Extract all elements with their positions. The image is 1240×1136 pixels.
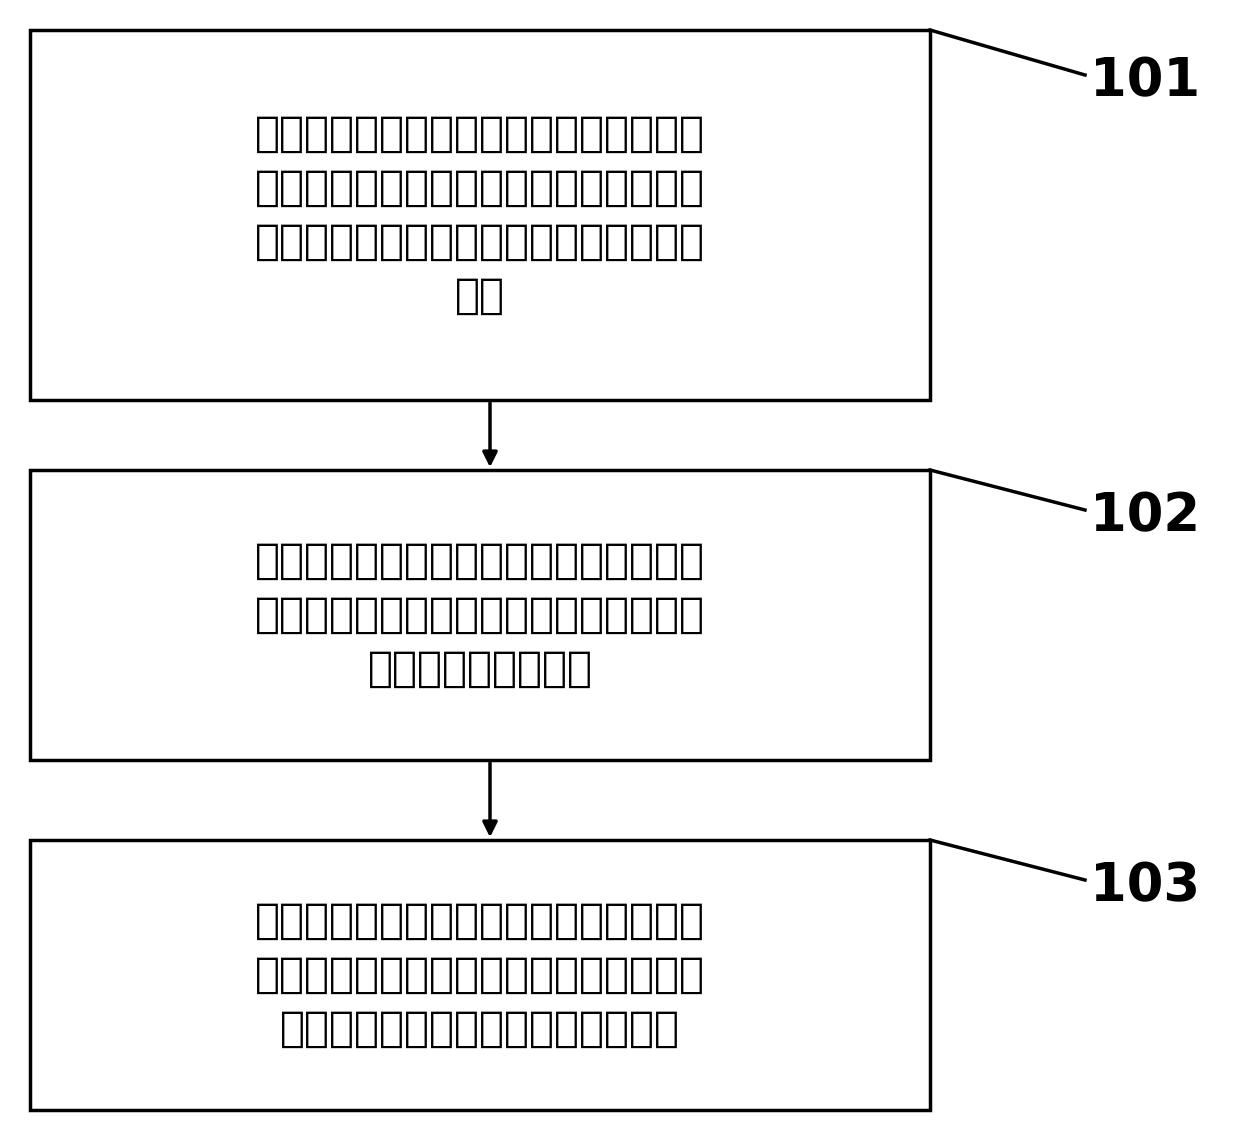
Text: 用雷达信号控制单位产生随机子带频谱的: 用雷达信号控制单位产生随机子带频谱的: [255, 167, 706, 209]
Text: 101: 101: [1090, 55, 1200, 107]
Bar: [30, 30, 930, 400]
Text: 扰基带信号落到低通滤波器的阻带中: 扰基带信号落到低通滤波器的阻带中: [280, 1008, 680, 1050]
Bar: [30, 470, 930, 760]
Bar: [30, 840, 930, 1110]
Text: 102: 102: [1090, 490, 1200, 542]
Text: 接收通道中进行混频去斜处理，使得强干: 接收通道中进行混频去斜处理，使得强干: [255, 954, 706, 996]
Text: 中心频率，确定所述随机子带频谱的时频: 中心频率，确定所述随机子带频谱的时频: [255, 222, 706, 264]
Text: 控振荡器的控制电压，进而控制压控振荡: 控振荡器的控制电压，进而控制压控振荡: [255, 594, 706, 636]
Text: 器发射随机子带信号: 器发射随机子带信号: [367, 648, 593, 690]
Text: 103: 103: [1090, 860, 1200, 912]
Text: 根据所述随机子带频谱的时频关系产生压: 根据所述随机子带频谱的时频关系产生压: [255, 540, 706, 582]
Text: 关系: 关系: [455, 275, 505, 317]
Text: 根据所述的随机子带信号对强干扰信号在: 根据所述的随机子带信号对强干扰信号在: [255, 900, 706, 942]
Text: 确定雷达发射信号的带宽及总子带数，利: 确定雷达发射信号的带宽及总子带数，利: [255, 112, 706, 154]
